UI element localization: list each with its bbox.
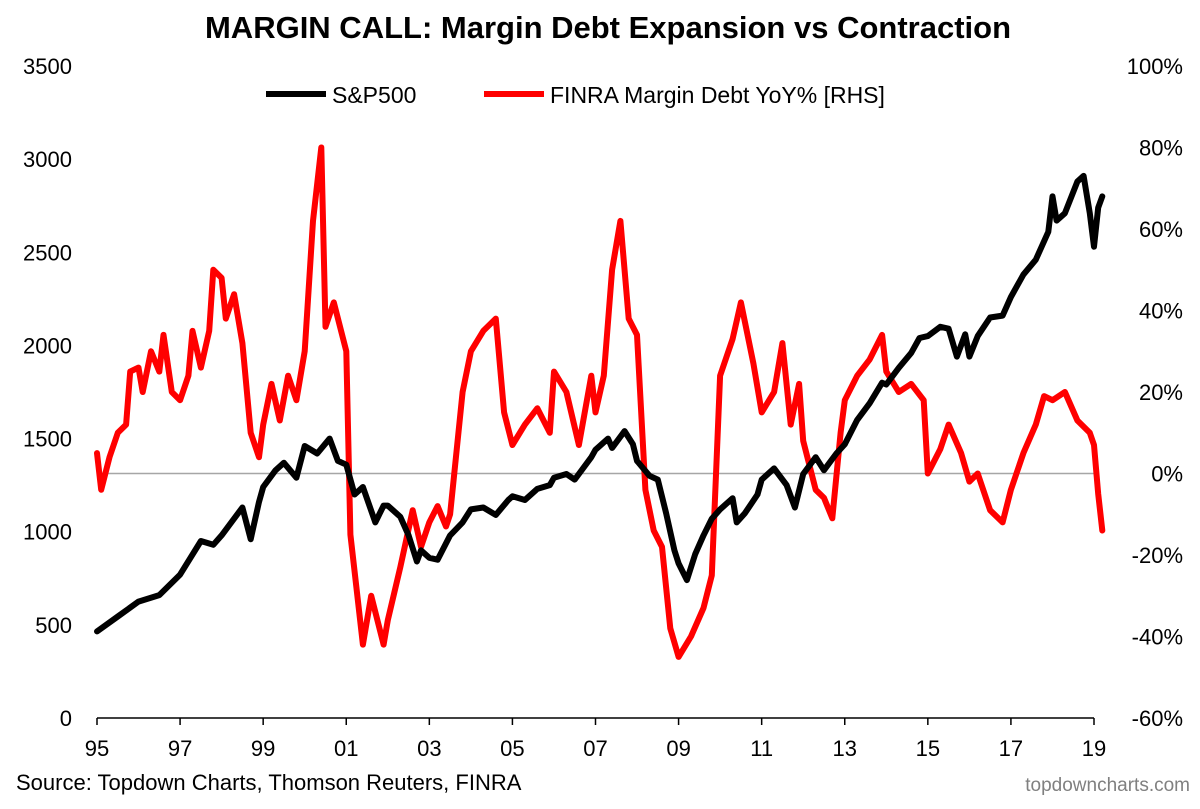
right-y-tick-label: 20% [1139,380,1183,405]
source-note: Source: Topdown Charts, Thomson Reuters,… [16,770,522,795]
x-tick-label: 03 [417,736,441,761]
left-y-tick-label: 500 [35,613,72,638]
x-tick-label: 19 [1082,736,1106,761]
left-y-tick-label: 1500 [23,427,72,452]
right-y-tick-label: 0% [1151,462,1183,487]
right-y-tick-label: 80% [1139,136,1183,161]
left-y-tick-label: 3000 [23,147,72,172]
x-tick-label: 11 [750,736,773,761]
right-y-axis: -60% -40% -20% 0% 20% 40% 60% 80% 100% [97,54,1183,731]
legend-label-sp500: S&P500 [332,82,416,108]
left-y-tick-label: 1000 [23,520,72,545]
x-axis: 95 97 99 01 03 05 07 09 11 13 15 17 19 [85,717,1106,761]
x-tick-label: 13 [833,736,857,761]
legend: S&P500 FINRA Margin Debt YoY% [RHS] [266,82,885,108]
left-y-axis: 0 500 1000 1500 2000 2500 3000 3500 [23,54,72,731]
series-line-finra-margin-debt [94,144,1106,660]
right-y-tick-label: -20% [1132,543,1183,568]
right-y-tick-label: 60% [1139,217,1183,242]
left-y-tick-label: 2000 [23,333,72,358]
x-tick-label: 05 [500,736,524,761]
left-y-tick-label: 2500 [23,240,72,265]
right-y-tick-label: 100% [1127,54,1183,79]
legend-label-finra: FINRA Margin Debt YoY% [RHS] [550,82,885,108]
x-tick-label: 95 [85,736,109,761]
x-tick-label: 15 [916,736,940,761]
right-y-tick-label: 40% [1139,299,1183,324]
chart-title: MARGIN CALL: Margin Debt Expansion vs Co… [205,10,1011,45]
series-line-sp500 [94,172,1106,635]
series-layer [94,144,1106,660]
watermark: topdowncharts.com [1025,775,1190,796]
left-y-tick-label: 0 [60,706,72,731]
x-tick-label: 99 [251,736,275,761]
right-y-tick-label: -60% [1132,706,1183,731]
x-tick-label: 09 [666,736,690,761]
x-tick-label: 17 [999,736,1023,761]
x-tick-label: 07 [583,736,607,761]
left-y-tick-label: 3500 [23,54,72,79]
x-tick-label: 97 [168,736,192,761]
right-y-tick-label: -40% [1132,625,1183,650]
x-tick-label: 01 [334,736,358,761]
